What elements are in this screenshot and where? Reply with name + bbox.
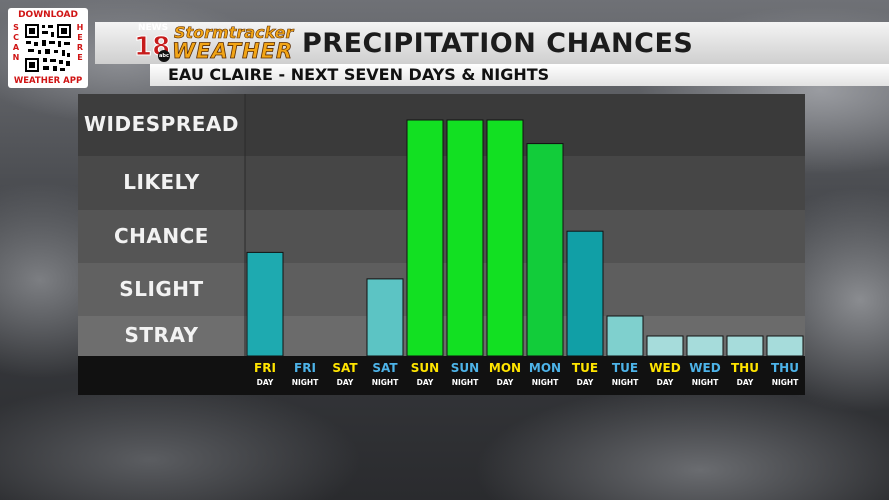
x-tick-label-day: THU xyxy=(771,361,799,375)
promo-bottom-text: WEATHER APP xyxy=(13,76,83,86)
x-tick-label-day: MON xyxy=(528,361,562,375)
level-band-chance xyxy=(245,210,805,263)
x-tick-label-period: NIGHT xyxy=(611,378,639,387)
y-category-label: STRAY xyxy=(124,323,199,347)
y-category-label: SLIGHT xyxy=(119,276,204,301)
y-category-label: WIDESPREAD xyxy=(84,112,239,136)
x-tick-label-period: DAY xyxy=(656,378,674,387)
bar-tue-day xyxy=(566,230,604,357)
bar-mon-night xyxy=(526,143,564,357)
bar-wed-day xyxy=(646,335,684,357)
x-tick-label-period: NIGHT xyxy=(771,378,799,387)
level-label-cell xyxy=(78,94,245,156)
bar-mon-day xyxy=(486,119,524,357)
x-tick-label-day: TUE xyxy=(571,361,599,375)
x-tick-label-day: WED xyxy=(649,361,681,375)
bar-sat-night xyxy=(366,278,404,357)
station-logo: NEWS 18 abc Stormtracker WEATHER xyxy=(132,22,298,64)
x-tick-label-day: SAT xyxy=(372,361,398,375)
x-tick-label-period: NIGHT xyxy=(531,378,559,387)
logo-brand-top: Stormtracker xyxy=(174,23,294,43)
x-tick-label-period: NIGHT xyxy=(291,378,319,387)
level-band-slight xyxy=(245,263,805,316)
page-title: PRECIPITATION CHANCES xyxy=(302,28,694,59)
x-tick-label-period: NIGHT xyxy=(451,378,479,387)
x-tick-label-day: FRI xyxy=(254,361,276,375)
x-tick-label-period: DAY xyxy=(736,378,754,387)
x-tick-label-period: NIGHT xyxy=(371,378,399,387)
x-tick-label-day: TUE xyxy=(611,361,639,375)
x-tick-label-period: DAY xyxy=(256,378,274,387)
bar-sun-night xyxy=(446,119,484,357)
level-band-widespread xyxy=(245,94,805,156)
y-category-label: CHANCE xyxy=(114,223,209,248)
x-tick-label-period: NIGHT xyxy=(691,378,719,387)
x-tick-label-period: DAY xyxy=(496,378,514,387)
level-label-cell xyxy=(78,210,245,263)
x-tick-label-period: DAY xyxy=(336,378,354,387)
x-tick-label-day: WED xyxy=(689,361,721,375)
level-label-cell xyxy=(78,316,245,356)
logo-network-icon: abc xyxy=(158,50,170,62)
x-tick-label-day: SUN xyxy=(450,361,480,375)
bar-wed-night xyxy=(686,335,724,357)
x-tick-label-day: FRI xyxy=(294,361,316,375)
x-tick-label-day: MON xyxy=(488,361,522,375)
bar-fri-day xyxy=(246,251,284,357)
promo-top-text: DOWNLOAD xyxy=(18,10,78,20)
page-subtitle: EAU CLAIRE - NEXT SEVEN DAYS & NIGHTS xyxy=(168,65,550,84)
level-label-cell xyxy=(78,156,245,210)
bar-tue-night xyxy=(606,315,644,357)
bar-thu-day xyxy=(726,335,764,357)
subtitle-banner xyxy=(150,64,889,86)
logo-brand-bottom: WEATHER xyxy=(172,39,294,64)
x-tick-label-period: DAY xyxy=(576,378,594,387)
qr-code-icon[interactable] xyxy=(24,23,72,73)
x-tick-label-period: DAY xyxy=(416,378,434,387)
title-banner xyxy=(95,22,889,64)
x-tick-label-day: THU xyxy=(731,361,759,375)
level-label-cell xyxy=(78,263,245,316)
x-tick-label-day: SAT xyxy=(332,361,358,375)
logo-news-text: NEWS xyxy=(138,23,169,33)
bar-thu-night xyxy=(766,335,804,357)
level-band-likely xyxy=(245,156,805,210)
y-category-label: LIKELY xyxy=(123,170,200,194)
bar-sun-day xyxy=(406,119,444,357)
x-tick-label-day: SUN xyxy=(410,361,440,375)
